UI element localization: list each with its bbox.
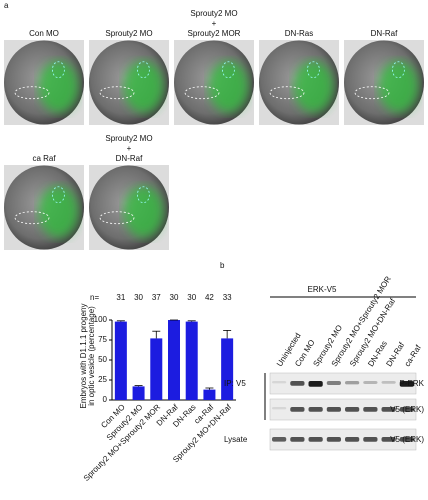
n-value: 30 xyxy=(170,293,179,302)
y-tick-label: 50 xyxy=(98,355,107,364)
embryo-image xyxy=(344,40,424,125)
y-tick-label: 75 xyxy=(98,335,107,344)
image-caption: DN-Ras xyxy=(285,29,313,38)
band xyxy=(363,381,378,384)
n-value: 33 xyxy=(223,293,232,302)
band xyxy=(290,407,305,412)
y-tick-label: 100 xyxy=(94,315,108,324)
bar xyxy=(168,320,180,400)
band xyxy=(272,407,287,410)
band xyxy=(272,381,287,384)
embryo-image xyxy=(89,40,169,125)
embryo-image xyxy=(4,165,84,250)
optic-vesicle xyxy=(14,86,50,100)
band xyxy=(363,437,378,442)
embryo-image xyxy=(4,40,84,125)
optic-vesicle xyxy=(136,186,150,204)
n-value: 31 xyxy=(116,293,125,302)
bar xyxy=(150,338,163,400)
image-caption: + xyxy=(127,144,132,153)
optic-vesicle xyxy=(14,211,50,225)
panel-label: a xyxy=(4,1,9,10)
bar xyxy=(185,321,198,400)
band xyxy=(308,381,323,387)
image-caption: Con MO xyxy=(29,29,59,38)
y-axis-label: in optic vesicle (percentage) xyxy=(87,306,96,406)
embryo-image xyxy=(259,40,339,125)
n-label: n= xyxy=(90,293,99,302)
band xyxy=(326,437,341,442)
blot-strip xyxy=(269,372,417,395)
gfp-signal xyxy=(378,60,419,113)
image-caption: Sprouty2 MOR xyxy=(188,29,241,38)
band xyxy=(308,407,323,412)
n-value: 30 xyxy=(134,293,143,302)
optic-vesicle xyxy=(354,86,390,100)
gfp-signal xyxy=(38,185,79,238)
image-caption: + xyxy=(212,19,217,28)
band xyxy=(381,381,396,384)
optic-vesicle xyxy=(99,86,135,100)
image-caption: Sprouty2 MO xyxy=(190,9,237,18)
blot-strip xyxy=(269,398,417,421)
n-value: 37 xyxy=(152,293,161,302)
bar xyxy=(114,321,127,400)
group-label: ERK-V5 xyxy=(308,285,337,294)
n-value: 42 xyxy=(205,293,214,302)
band xyxy=(326,381,341,385)
gfp-signal xyxy=(38,60,79,113)
gfp-signal xyxy=(293,60,334,113)
bar xyxy=(221,338,234,400)
optic-vesicle xyxy=(306,61,320,79)
band xyxy=(363,407,378,412)
y-tick-label: 0 xyxy=(103,395,108,404)
gfp-signal xyxy=(123,60,164,113)
band xyxy=(272,437,287,442)
bar xyxy=(132,386,145,400)
optic-vesicle xyxy=(391,61,405,79)
lysate-label: Lysate xyxy=(224,435,248,444)
band xyxy=(399,407,414,412)
band xyxy=(345,381,360,385)
optic-vesicle xyxy=(221,61,235,79)
band xyxy=(381,407,396,412)
band xyxy=(326,407,341,412)
optic-vesicle xyxy=(52,61,65,79)
band xyxy=(290,437,305,442)
blot-label: V5 (ERK) xyxy=(390,405,424,414)
gfp-signal xyxy=(123,185,164,238)
image-caption: Sprouty2 MO xyxy=(105,29,152,38)
blot-label: P-ERK xyxy=(400,379,425,388)
x-tick-label: Sprouty2 MO+Sprouty2 MOR xyxy=(82,402,163,483)
n-value: 30 xyxy=(187,293,196,302)
y-tick-label: 25 xyxy=(98,375,107,384)
band xyxy=(381,437,396,442)
optic-vesicle xyxy=(136,61,150,79)
y-axis-label: Embryos with D1.1.1 progeny xyxy=(79,304,88,409)
embryo-image xyxy=(174,40,254,125)
optic-vesicle xyxy=(269,86,305,100)
image-caption: Sprouty2 MO xyxy=(105,134,152,143)
blot-label: V5 (ERK) xyxy=(390,435,424,444)
ip-label: IP: V5 xyxy=(224,379,246,388)
band xyxy=(308,437,323,442)
band xyxy=(290,381,305,386)
image-caption: DN-Raf xyxy=(371,29,398,38)
optic-vesicle xyxy=(52,186,65,204)
blot-strip xyxy=(269,428,417,451)
optic-vesicle xyxy=(184,86,220,100)
gfp-signal xyxy=(208,60,249,113)
band xyxy=(399,437,414,442)
band xyxy=(345,437,360,442)
embryo-image xyxy=(89,165,169,250)
band xyxy=(399,381,414,387)
panel-label: b xyxy=(220,261,225,270)
image-caption: ca Raf xyxy=(32,154,56,163)
band xyxy=(345,407,360,412)
bar xyxy=(203,389,216,400)
lane-label: ca-Raf xyxy=(403,343,424,368)
image-caption: DN-Raf xyxy=(116,154,143,163)
optic-vesicle xyxy=(99,211,135,225)
